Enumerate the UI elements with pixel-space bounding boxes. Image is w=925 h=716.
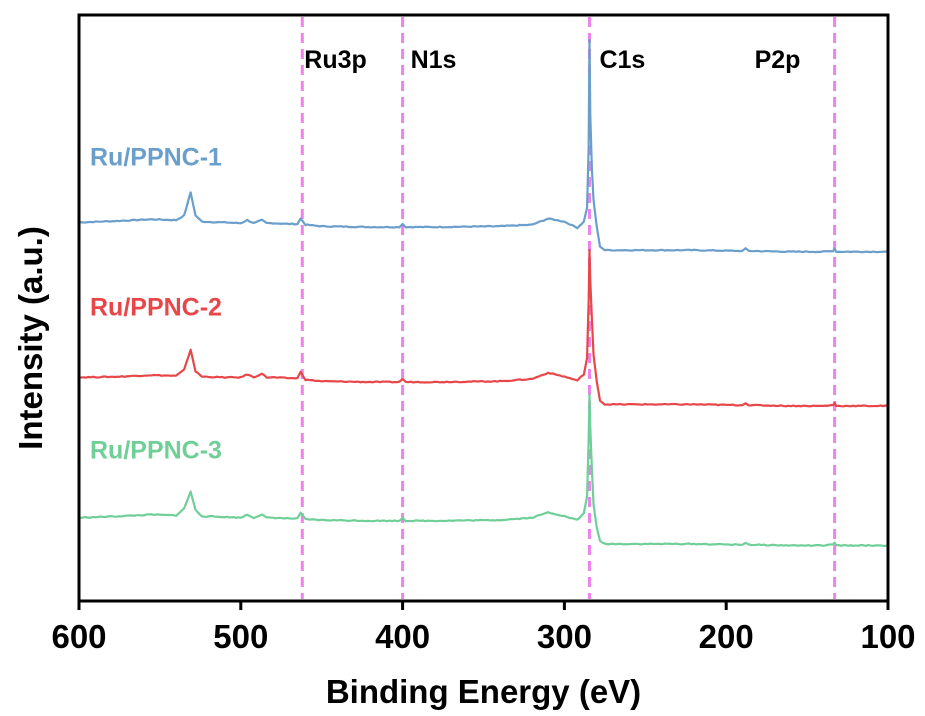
- x-tick-label-300: 300: [537, 618, 592, 655]
- x-axis-title: Binding Energy (eV): [326, 673, 641, 710]
- series-label-ru-ppnc-2: Ru/PPNC-2: [90, 294, 222, 322]
- series-group: [78, 38, 889, 548]
- series-label-ru-ppnc-1: Ru/PPNC-1: [90, 143, 222, 171]
- peak-labels: Ru3p N1s C1s P2p: [304, 46, 800, 74]
- x-tick-label-600: 600: [51, 618, 106, 655]
- peak-label-n1s: N1s: [411, 46, 457, 74]
- reference-lines: [300, 17, 837, 599]
- x-tick-label-400: 400: [375, 618, 430, 655]
- series-line-ru-ppnc-1: [78, 38, 889, 254]
- x-axis-ticks: 600 500 400 300 200 100: [51, 601, 916, 655]
- series-label-ru-ppnc-3: Ru/PPNC-3: [90, 436, 222, 464]
- peak-label-ru3p: Ru3p: [304, 46, 367, 74]
- plot-frame: [77, 13, 890, 603]
- y-axis-title: Intensity (a.u.): [12, 226, 49, 450]
- series-line-ru-ppnc-2: [78, 248, 889, 408]
- series-line-ru-ppnc-3: [78, 393, 889, 548]
- x-tick-label-100: 100: [860, 618, 915, 655]
- series-labels: Ru/PPNC-1 Ru/PPNC-2 Ru/PPNC-3: [90, 143, 222, 464]
- x-tick-label-500: 500: [213, 618, 268, 655]
- peak-label-c1s: C1s: [599, 46, 645, 74]
- x-tick-label-200: 200: [699, 618, 754, 655]
- peak-label-p2p: P2p: [755, 46, 801, 74]
